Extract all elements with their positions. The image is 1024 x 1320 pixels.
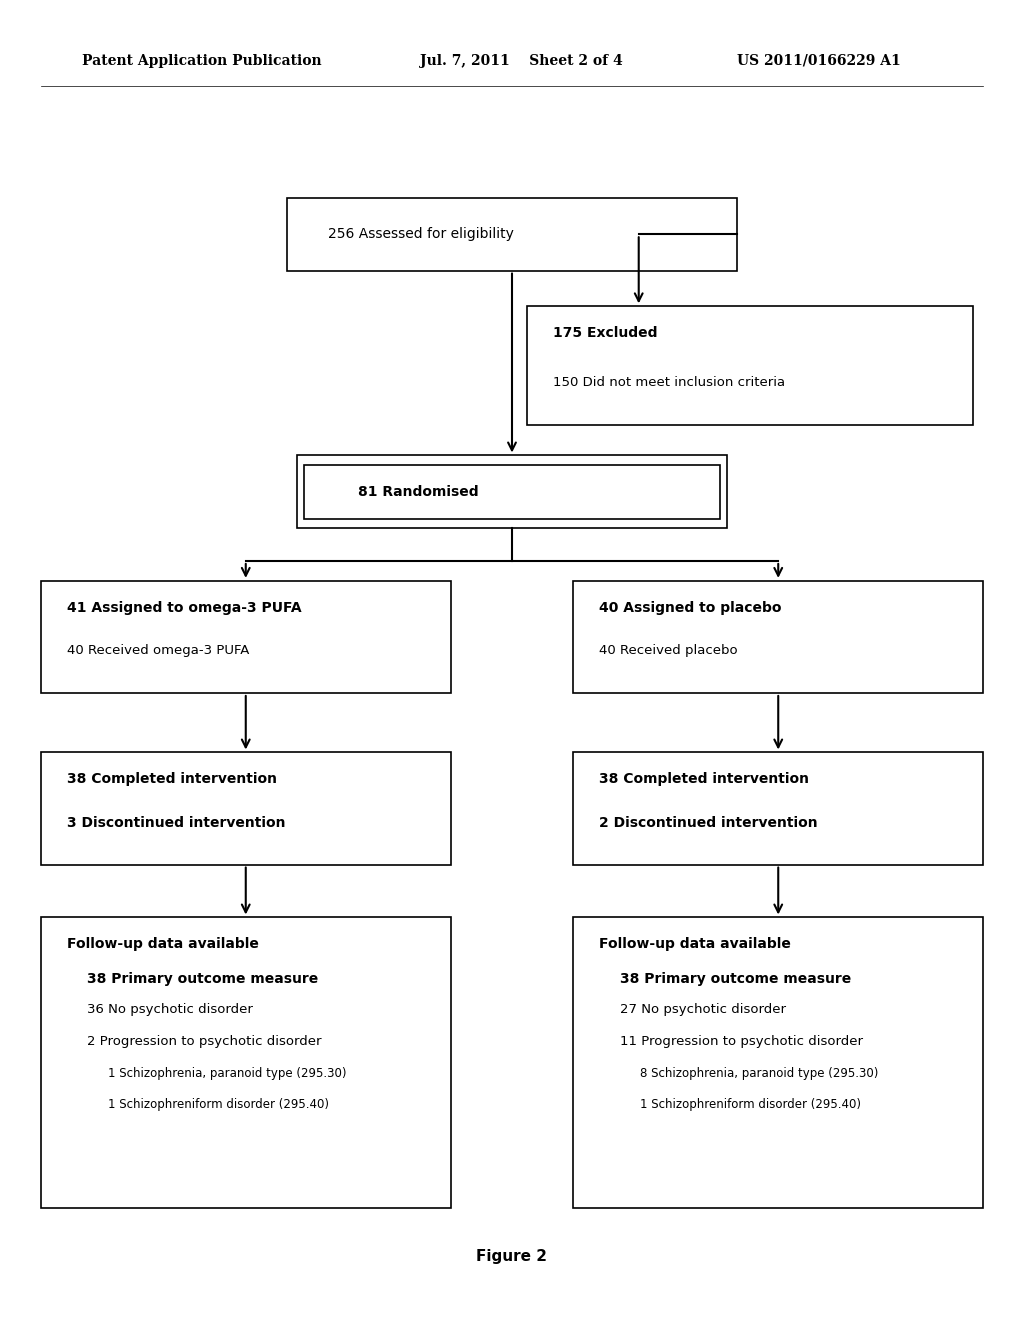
Text: 3 Discontinued intervention: 3 Discontinued intervention bbox=[67, 816, 285, 830]
Text: Follow-up data available: Follow-up data available bbox=[67, 937, 258, 952]
Bar bbox=[527, 306, 973, 425]
Text: Figure 2: Figure 2 bbox=[476, 1249, 548, 1265]
Text: 27 No psychotic disorder: 27 No psychotic disorder bbox=[620, 1003, 785, 1016]
Text: US 2011/0166229 A1: US 2011/0166229 A1 bbox=[737, 54, 901, 67]
Bar bbox=[41, 581, 451, 693]
Text: 36 No psychotic disorder: 36 No psychotic disorder bbox=[87, 1003, 253, 1016]
Bar bbox=[41, 752, 451, 865]
Text: 1 Schizophreniform disorder (295.40): 1 Schizophreniform disorder (295.40) bbox=[640, 1098, 861, 1111]
Text: 38 Primary outcome measure: 38 Primary outcome measure bbox=[620, 972, 851, 986]
Bar bbox=[573, 917, 983, 1208]
Text: 38 Completed intervention: 38 Completed intervention bbox=[67, 772, 276, 787]
Text: 11 Progression to psychotic disorder: 11 Progression to psychotic disorder bbox=[620, 1035, 862, 1048]
Text: Patent Application Publication: Patent Application Publication bbox=[82, 54, 322, 67]
Text: 41 Assigned to omega-3 PUFA: 41 Assigned to omega-3 PUFA bbox=[67, 601, 301, 615]
Text: 38 Primary outcome measure: 38 Primary outcome measure bbox=[87, 972, 318, 986]
Bar bbox=[573, 581, 983, 693]
Text: 40 Received omega-3 PUFA: 40 Received omega-3 PUFA bbox=[67, 644, 249, 657]
Text: 2 Discontinued intervention: 2 Discontinued intervention bbox=[599, 816, 818, 830]
Text: 1 Schizophreniform disorder (295.40): 1 Schizophreniform disorder (295.40) bbox=[108, 1098, 329, 1111]
Bar bbox=[573, 752, 983, 865]
Text: 150 Did not meet inclusion criteria: 150 Did not meet inclusion criteria bbox=[553, 376, 785, 389]
Text: 2 Progression to psychotic disorder: 2 Progression to psychotic disorder bbox=[87, 1035, 322, 1048]
Text: 81 Randomised: 81 Randomised bbox=[358, 484, 479, 499]
Text: 1 Schizophrenia, paranoid type (295.30): 1 Schizophrenia, paranoid type (295.30) bbox=[108, 1067, 346, 1080]
Bar bbox=[287, 198, 737, 271]
Text: 175 Excluded: 175 Excluded bbox=[553, 326, 657, 341]
Text: Jul. 7, 2011    Sheet 2 of 4: Jul. 7, 2011 Sheet 2 of 4 bbox=[420, 54, 623, 67]
Text: 40 Received placebo: 40 Received placebo bbox=[599, 644, 737, 657]
Text: 40 Assigned to placebo: 40 Assigned to placebo bbox=[599, 601, 781, 615]
Bar bbox=[304, 465, 720, 519]
Text: Follow-up data available: Follow-up data available bbox=[599, 937, 791, 952]
Text: 38 Completed intervention: 38 Completed intervention bbox=[599, 772, 809, 787]
Text: 8 Schizophrenia, paranoid type (295.30): 8 Schizophrenia, paranoid type (295.30) bbox=[640, 1067, 879, 1080]
Text: 256 Assessed for eligibility: 256 Assessed for eligibility bbox=[328, 227, 514, 242]
Bar bbox=[297, 455, 727, 528]
Bar bbox=[41, 917, 451, 1208]
